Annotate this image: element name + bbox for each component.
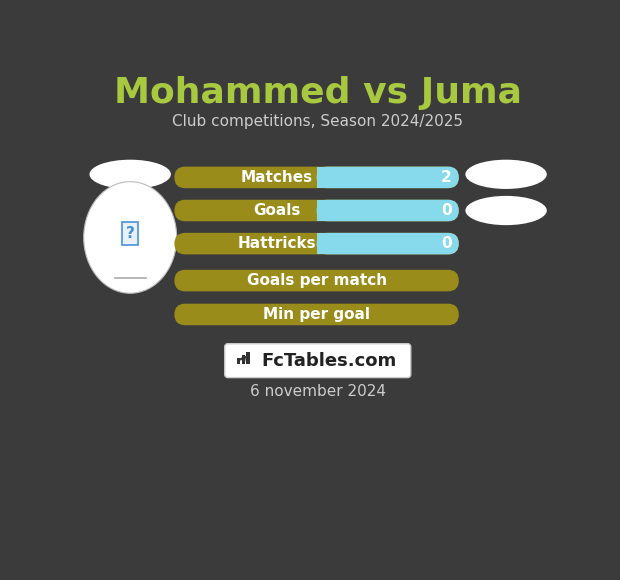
- Bar: [242, 356, 245, 364]
- FancyBboxPatch shape: [317, 166, 459, 188]
- Text: Club competitions, Season 2024/2025: Club competitions, Season 2024/2025: [172, 114, 463, 129]
- Text: Mohammed vs Juma: Mohammed vs Juma: [113, 76, 522, 110]
- Text: Goals per match: Goals per match: [247, 273, 387, 288]
- Ellipse shape: [84, 182, 177, 293]
- Text: 2: 2: [441, 170, 452, 185]
- Bar: [237, 358, 241, 364]
- Text: Hattricks: Hattricks: [237, 236, 316, 251]
- FancyBboxPatch shape: [174, 166, 459, 188]
- Text: 0: 0: [441, 236, 452, 251]
- FancyBboxPatch shape: [224, 344, 410, 378]
- FancyBboxPatch shape: [317, 233, 459, 255]
- FancyBboxPatch shape: [317, 200, 459, 222]
- Bar: [317, 200, 329, 222]
- Text: ?: ?: [126, 226, 135, 241]
- Bar: [317, 233, 329, 255]
- FancyBboxPatch shape: [174, 304, 459, 325]
- FancyBboxPatch shape: [174, 270, 459, 291]
- Text: FcTables.com: FcTables.com: [261, 351, 396, 369]
- FancyBboxPatch shape: [174, 233, 459, 255]
- Text: Matches: Matches: [241, 170, 313, 185]
- Text: Min per goal: Min per goal: [263, 307, 370, 322]
- Bar: [317, 166, 329, 188]
- Text: 6 november 2024: 6 november 2024: [250, 384, 386, 399]
- Text: 0: 0: [441, 203, 452, 218]
- Ellipse shape: [466, 196, 547, 225]
- Text: Goals: Goals: [253, 203, 301, 218]
- Ellipse shape: [89, 160, 171, 189]
- Bar: [247, 352, 249, 364]
- Ellipse shape: [466, 160, 547, 189]
- FancyBboxPatch shape: [174, 200, 459, 222]
